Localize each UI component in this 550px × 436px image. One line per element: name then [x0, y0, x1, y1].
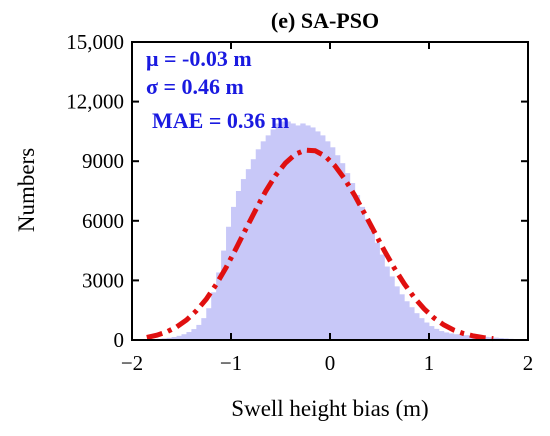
histogram-bar [370, 231, 375, 340]
histogram-bar [434, 329, 439, 340]
histogram-bar [345, 173, 350, 340]
histogram-bar [330, 147, 335, 340]
x-tick-label: −2 [121, 351, 143, 375]
histogram-bar [191, 329, 196, 340]
histogram-bar [300, 123, 305, 340]
histogram-bar [310, 127, 315, 340]
histogram-bar [394, 286, 399, 340]
histogram-bar [251, 159, 256, 340]
histogram-bar [216, 272, 221, 340]
histogram-bar [186, 332, 191, 340]
y-tick-label: 9000 [82, 149, 124, 173]
histogram-bar [276, 123, 281, 340]
chart-title: (e) SA-PSO [271, 8, 379, 33]
histogram-bar [444, 332, 449, 340]
histogram-bars [142, 121, 528, 340]
histogram-bar [285, 121, 290, 340]
histogram-bar [409, 307, 414, 340]
histogram-bar [419, 318, 424, 340]
histogram-bar [236, 191, 241, 340]
stat-std-label: σ = 0.46 m [146, 74, 244, 99]
histogram-bar [226, 227, 231, 340]
histogram-bar [399, 294, 404, 340]
histogram-bar [246, 169, 251, 340]
histogram-bar [305, 125, 310, 340]
histogram-bar [256, 149, 261, 340]
x-tick-label: 1 [424, 351, 435, 375]
histogram-bar [404, 301, 409, 340]
histogram-bar [375, 243, 380, 340]
histogram-bar [335, 155, 340, 340]
histogram-bar [281, 121, 286, 340]
histogram-bar [295, 125, 300, 340]
histogram-bar [221, 251, 226, 340]
histogram-bar [266, 135, 271, 340]
histogram-bar [315, 131, 320, 340]
y-tick-label: 0 [114, 328, 125, 352]
y-tick-label: 6000 [82, 209, 124, 233]
histogram-bar [414, 313, 419, 340]
stat-mean-label: μ = -0.03 m [146, 46, 252, 71]
histogram-bar [389, 276, 394, 340]
histogram-bar [340, 163, 345, 340]
y-tick-label: 15,000 [66, 30, 124, 54]
histogram-bar [320, 135, 325, 340]
histogram-bar [355, 195, 360, 340]
histogram-bar [206, 308, 211, 340]
histogram-bar [384, 266, 389, 340]
x-tick-label: −1 [220, 351, 242, 375]
histogram-bar [231, 207, 236, 340]
y-tick-label: 3000 [82, 268, 124, 292]
histogram-bar [325, 141, 330, 340]
histogram-bar [380, 255, 385, 340]
histogram-bar [241, 179, 246, 340]
y-axis-title: Numbers [14, 148, 39, 232]
histogram-bar [211, 292, 216, 340]
histogram-bar [439, 331, 444, 340]
histogram-bar [196, 325, 201, 340]
histogram-bar [261, 141, 266, 340]
stat-mae-label: MAE = 0.36 m [152, 108, 289, 133]
histogram-bar [365, 219, 370, 340]
histogram-bar [271, 129, 276, 340]
histogram-bar [350, 183, 355, 340]
histogram-bar [201, 318, 206, 340]
x-tick-label: 0 [325, 351, 336, 375]
x-tick-label: 2 [523, 351, 534, 375]
x-axis-title: Swell height bias (m) [231, 396, 428, 421]
y-tick-label: 12,000 [66, 90, 124, 114]
histogram-bar [360, 207, 365, 340]
